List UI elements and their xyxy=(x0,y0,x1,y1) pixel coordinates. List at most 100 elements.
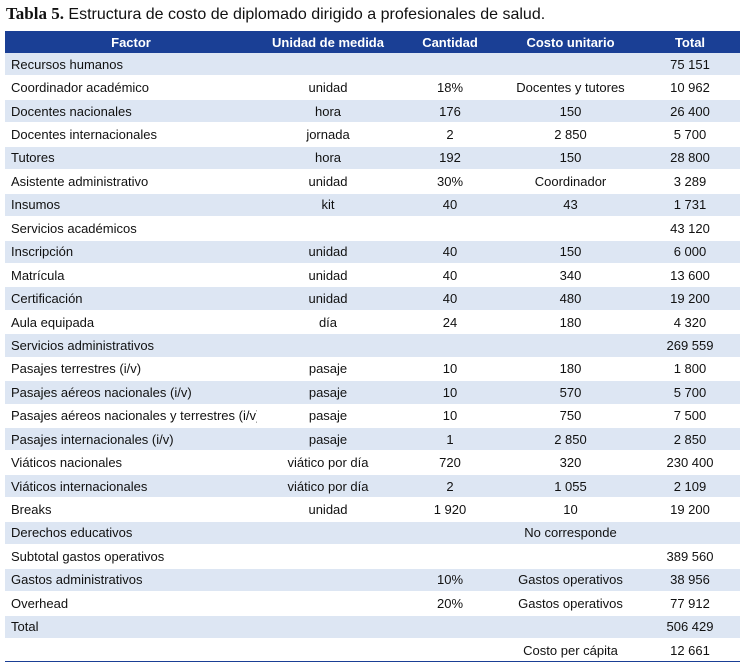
cell-unit: kit xyxy=(257,193,399,218)
cell-total: 10 962 xyxy=(640,75,740,100)
cell-total: 77 912 xyxy=(640,591,740,616)
table-row: Servicios académicos 43 120 xyxy=(5,216,740,241)
cell-total: 13 600 xyxy=(640,263,740,288)
cell-factor: Pasajes aéreos nacionales (i/v) xyxy=(5,380,257,405)
cell-unit: unidad xyxy=(257,75,399,100)
table-row: Costo per cápita 12 661 xyxy=(5,638,740,662)
cell-unit: unidad xyxy=(257,497,399,522)
table-row: Tutores hora 192 150 28 800 xyxy=(5,146,740,171)
cell-unit-cost: Coordinador xyxy=(501,169,640,194)
cell-unit: hora xyxy=(257,99,399,124)
cell-factor: Inscripción xyxy=(5,240,257,264)
cell-unit: viático por día xyxy=(257,450,399,475)
table-row: Coordinador académico unidad 18% Docentes y… xyxy=(5,75,740,100)
table-row: Docentes nacionales hora 176 150 26 400 xyxy=(5,99,740,124)
cell-factor: Asistente administrativo xyxy=(5,169,257,194)
table-row: Certificación unidad 40 480 19 200 xyxy=(5,286,740,311)
cell-unit-cost: 320 xyxy=(501,450,640,475)
cell-quantity: 2 xyxy=(399,474,501,499)
cell-total: 389 560 xyxy=(640,544,740,569)
cell-unit: unidad xyxy=(257,263,399,288)
cell-unit-cost: 750 xyxy=(501,404,640,429)
cell-factor: Insumos xyxy=(5,193,257,218)
cell-quantity: 2 xyxy=(399,122,501,147)
cell-quantity: 1 xyxy=(399,427,501,452)
cell-factor: Viáticos nacionales xyxy=(5,450,257,475)
cell-unit: unidad xyxy=(257,169,399,194)
cell-total: 506 429 xyxy=(640,615,740,639)
cell-total: 7 500 xyxy=(640,404,740,429)
table-row: Matrícula unidad 40 340 13 600 xyxy=(5,263,740,288)
cell-total: 26 400 xyxy=(640,99,740,124)
cell-factor: Servicios académicos xyxy=(5,216,257,241)
cell-factor: Viáticos internacionales xyxy=(5,474,257,499)
header-unit: Unidad de medida xyxy=(257,31,399,53)
cell-unit-cost: 2 850 xyxy=(501,427,640,452)
cell-quantity: 40 xyxy=(399,193,501,218)
table-caption: Tabla 5. Estructura de costo de diplomad… xyxy=(6,3,545,25)
cell-total: 230 400 xyxy=(640,450,740,475)
cell-factor: Total xyxy=(5,615,257,639)
cell-factor: Servicios administrativos xyxy=(5,333,257,358)
cell-unit: jornada xyxy=(257,122,399,147)
cell-unit xyxy=(257,521,399,546)
table-row: Viáticos nacionales viático por día 720 320… xyxy=(5,450,740,475)
cell-total: 5 700 xyxy=(640,122,740,147)
cell-factor: Subtotal gastos operativos xyxy=(5,544,257,569)
cell-quantity xyxy=(399,53,501,77)
cell-quantity: 20% xyxy=(399,591,501,616)
header-unit-cost: Costo unitario xyxy=(501,31,640,53)
cell-factor: Aula equipada xyxy=(5,310,257,335)
cell-total: 5 700 xyxy=(640,380,740,405)
table-row: Subtotal gastos operativos 389 560 xyxy=(5,544,740,569)
cell-quantity: 40 xyxy=(399,240,501,264)
table-row: Total 506 429 xyxy=(5,615,740,639)
cell-unit: unidad xyxy=(257,286,399,311)
cell-unit: pasaje xyxy=(257,404,399,429)
cell-total: 43 120 xyxy=(640,216,740,241)
cell-total: 19 200 xyxy=(640,497,740,522)
cell-quantity: 40 xyxy=(399,263,501,288)
cell-quantity: 10 xyxy=(399,404,501,429)
cell-unit xyxy=(257,568,399,593)
cell-quantity xyxy=(399,216,501,241)
cell-unit: pasaje xyxy=(257,380,399,405)
cell-unit-cost xyxy=(501,53,640,77)
cell-unit-cost: 150 xyxy=(501,99,640,124)
cell-total: 28 800 xyxy=(640,146,740,171)
table-row: Pasajes terrestres (i/v) pasaje 10 180 1 800 xyxy=(5,357,740,382)
cell-quantity: 10 xyxy=(399,357,501,382)
table-row: Derechos educativos No corresponde xyxy=(5,521,740,546)
cell-total: 2 850 xyxy=(640,427,740,452)
cell-unit xyxy=(257,591,399,616)
cell-unit-cost: Docentes y tutores xyxy=(501,75,640,100)
table-row: Pasajes aéreos nacionales (i/v) pasaje 10 5… xyxy=(5,380,740,405)
cell-factor: Pasajes terrestres (i/v) xyxy=(5,357,257,382)
cell-factor: Recursos humanos xyxy=(5,53,257,77)
cell-unit: día xyxy=(257,310,399,335)
cell-unit-cost: 10 xyxy=(501,497,640,522)
cell-factor: Matrícula xyxy=(5,263,257,288)
cell-factor: Breaks xyxy=(5,497,257,522)
cell-unit-cost: 150 xyxy=(501,146,640,171)
cell-factor: Pasajes internacionales (i/v) xyxy=(5,427,257,452)
header-factor: Factor xyxy=(5,31,257,53)
cell-quantity: 720 xyxy=(399,450,501,475)
cell-total xyxy=(640,521,740,546)
header-total: Total xyxy=(640,31,740,53)
cell-unit-cost: 180 xyxy=(501,310,640,335)
cell-factor: Derechos educativos xyxy=(5,521,257,546)
cell-total: 75 151 xyxy=(640,53,740,77)
cell-unit-cost: 1 055 xyxy=(501,474,640,499)
cell-unit-cost xyxy=(501,615,640,639)
cell-quantity: 40 xyxy=(399,286,501,311)
cell-unit-cost: 340 xyxy=(501,263,640,288)
table-row: Insumos kit 40 43 1 731 xyxy=(5,193,740,218)
cell-unit xyxy=(257,53,399,77)
cell-unit-cost: 2 850 xyxy=(501,122,640,147)
cell-total: 1 800 xyxy=(640,357,740,382)
cell-quantity: 1 920 xyxy=(399,497,501,522)
cell-unit xyxy=(257,615,399,639)
cell-total: 4 320 xyxy=(640,310,740,335)
cell-factor: Docentes internacionales xyxy=(5,122,257,147)
